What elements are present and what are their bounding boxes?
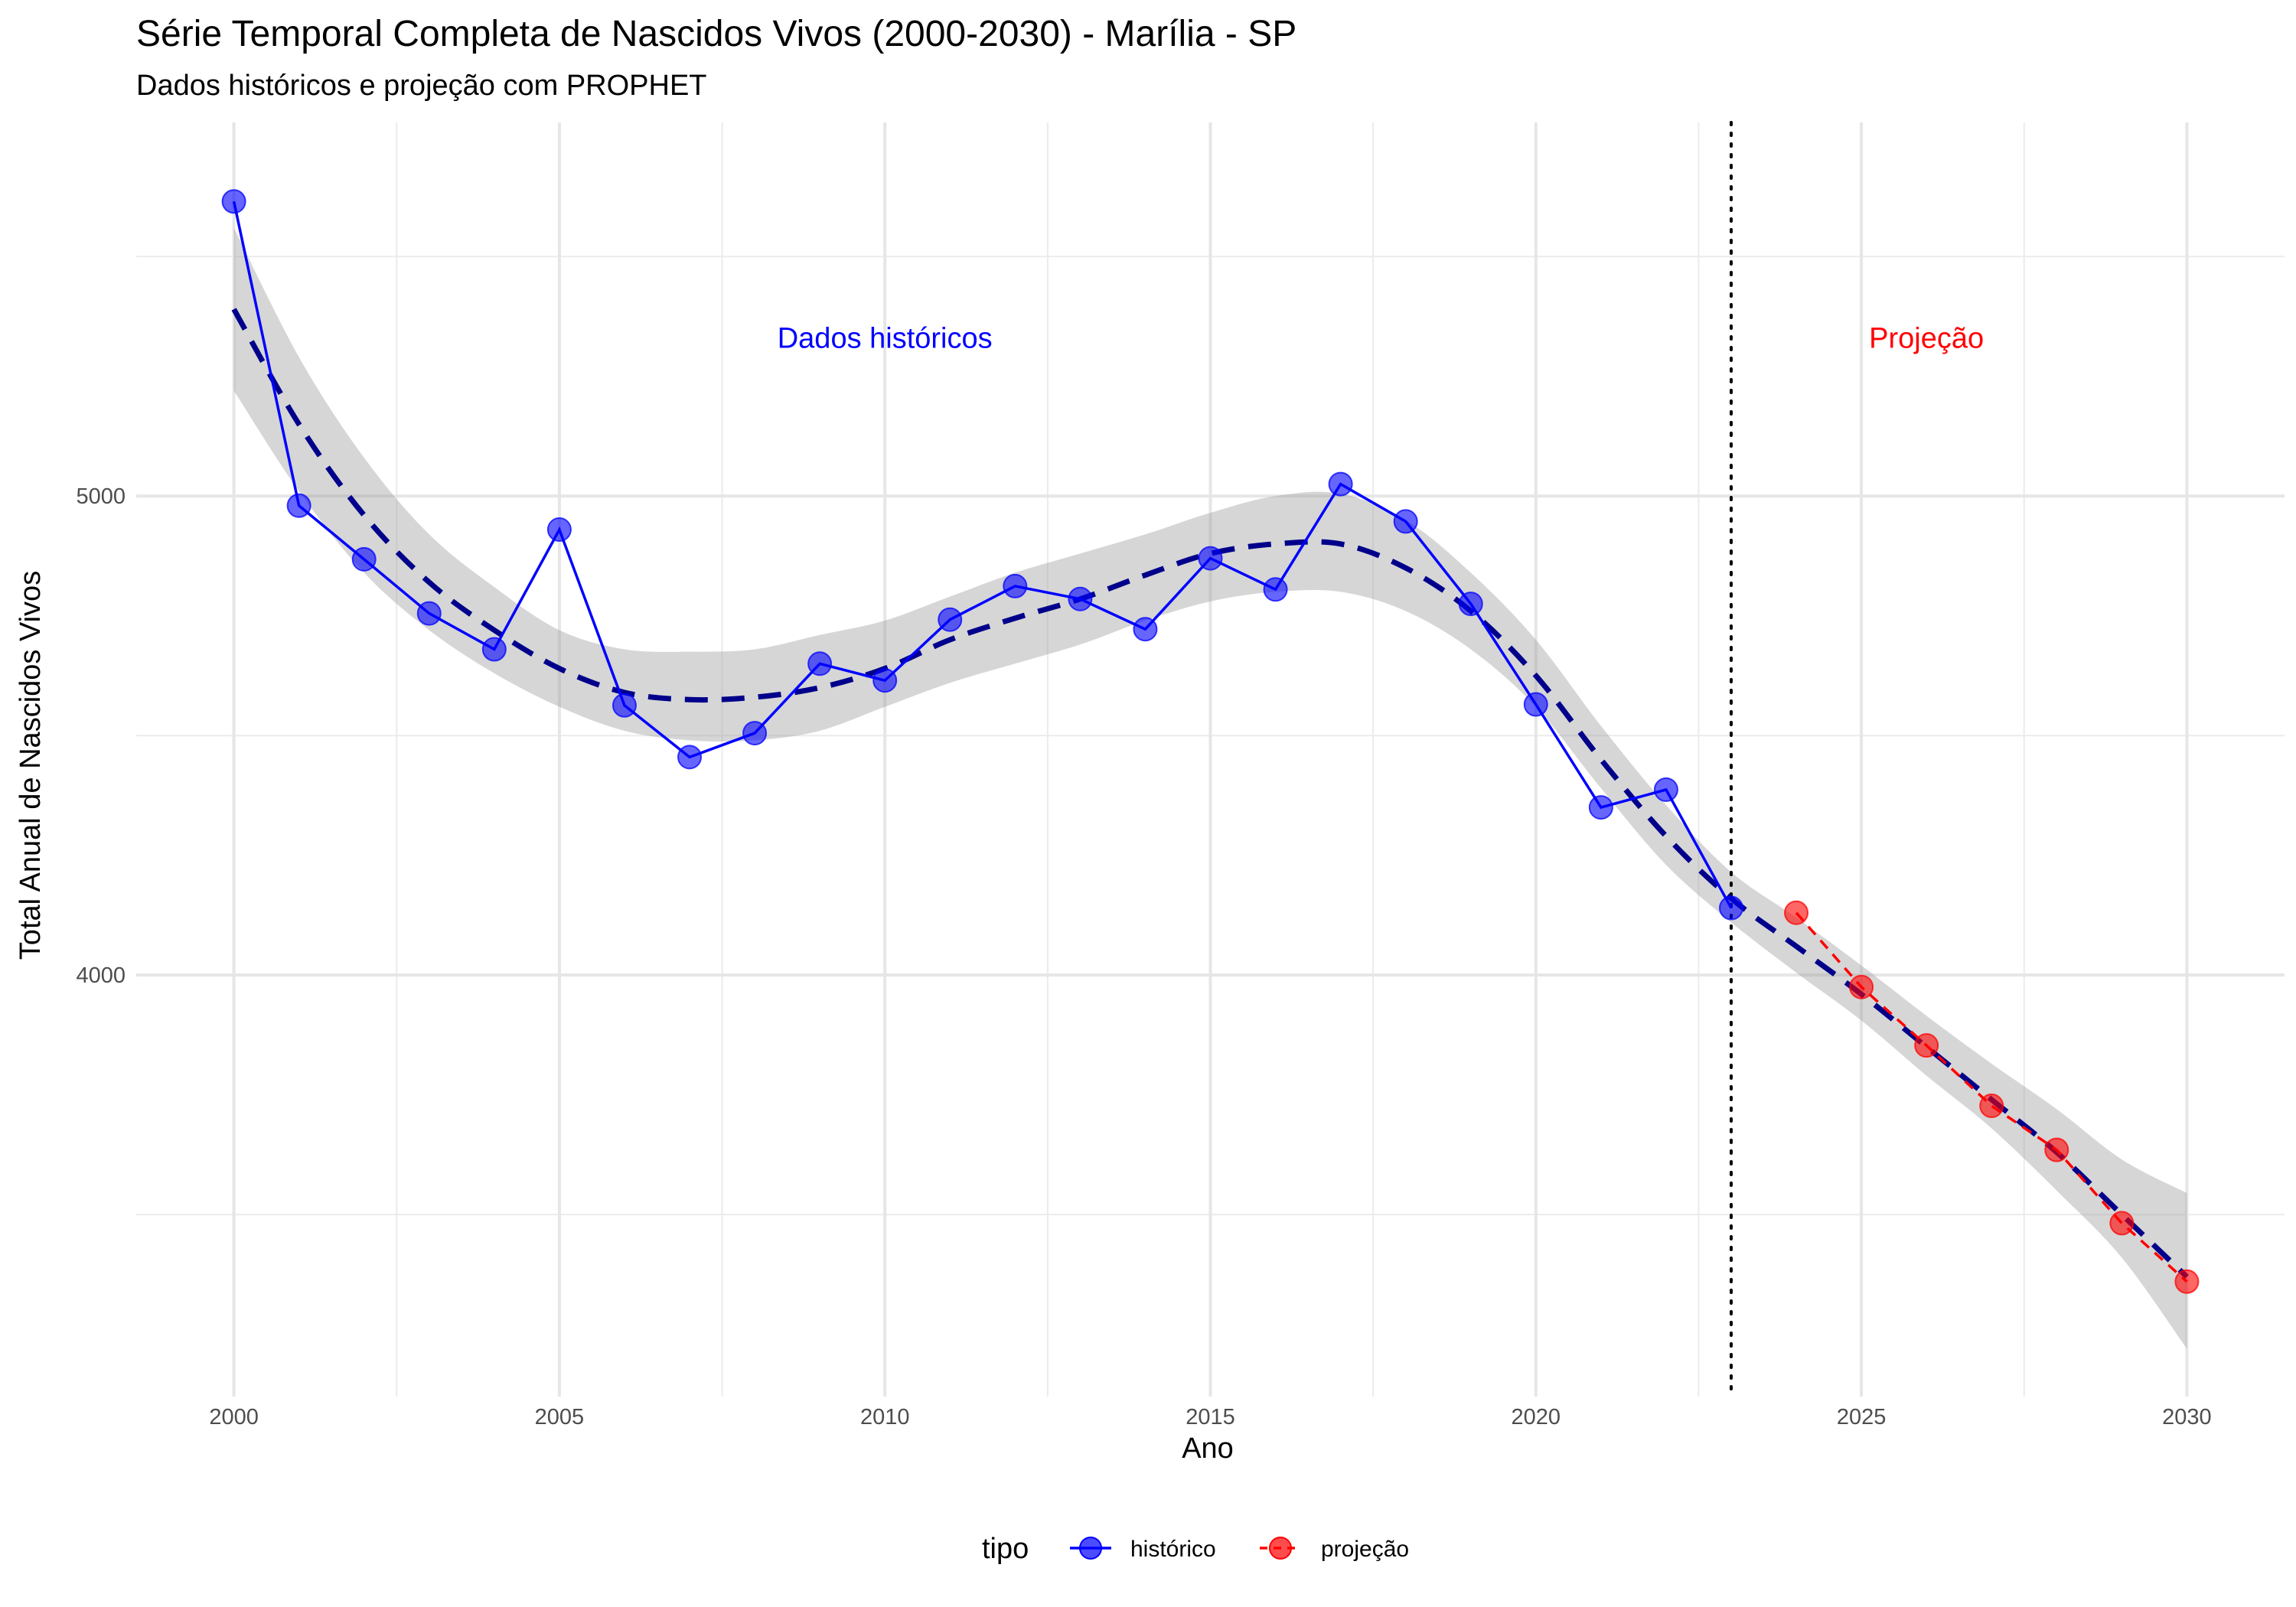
- annotation-label: Dados históricos: [778, 323, 993, 355]
- data-point: [612, 693, 637, 718]
- legend-label: histórico: [1130, 1537, 1216, 1562]
- data-point: [2174, 1269, 2200, 1294]
- legend-label: projeção: [1321, 1537, 1409, 1562]
- data-point: [1003, 573, 1028, 598]
- x-tick-label: 2015: [1186, 1405, 1235, 1429]
- data-point: [1523, 692, 1548, 717]
- data-point: [1198, 546, 1223, 571]
- x-tick-label: 2025: [1837, 1405, 1887, 1429]
- data-point: [1849, 974, 1874, 999]
- data-point: [1588, 795, 1613, 820]
- legend-key-marker: [1269, 1537, 1292, 1560]
- data-point: [1718, 895, 1743, 921]
- x-tick-label: 2000: [209, 1405, 259, 1429]
- data-point: [2109, 1211, 2135, 1236]
- chart-subtitle: Dados históricos e projeção com PROPHET: [136, 70, 707, 102]
- legend-key-marker: [1079, 1537, 1102, 1560]
- data-point: [351, 546, 377, 572]
- data-point: [286, 493, 311, 518]
- x-axis-title: Ano: [1182, 1433, 1234, 1465]
- legend-item: histórico: [1070, 1537, 1216, 1562]
- data-point: [1393, 509, 1418, 534]
- data-point: [221, 189, 246, 214]
- axis-ticks: 2000 2005 2010 2015 2020 2025 2030 4000 5000: [76, 484, 2211, 1429]
- y-tick-label: 5000: [76, 484, 126, 509]
- x-tick-label: 2030: [2162, 1405, 2212, 1429]
- data-point: [1914, 1033, 1939, 1058]
- data-point: [416, 601, 442, 626]
- data-point: [1784, 900, 1809, 925]
- y-axis-title: Total Anual de Nascidos Vivos: [15, 571, 47, 960]
- grid: [136, 122, 2285, 1397]
- data-point: [938, 607, 963, 632]
- annotations: Dados históricos Projeção: [778, 323, 1984, 355]
- data-point: [1458, 592, 1483, 617]
- legend: tipo histórico projeção: [982, 1533, 1409, 1565]
- data-point: [1328, 471, 1353, 497]
- data-point: [546, 517, 572, 543]
- legend-item: projeção: [1260, 1537, 1409, 1562]
- legend-title: tipo: [982, 1533, 1029, 1565]
- data-point: [807, 651, 833, 676]
- data-point: [1263, 577, 1288, 602]
- series-line: [232, 200, 1733, 909]
- data-point: [1979, 1094, 2004, 1119]
- annotation-label: Projeção: [1869, 323, 1984, 355]
- x-tick-label: 2005: [535, 1405, 585, 1429]
- data-point: [1653, 777, 1678, 802]
- data-point: [742, 721, 768, 746]
- x-tick-label: 2020: [1512, 1405, 1561, 1429]
- data-point: [677, 745, 703, 770]
- chart-title: Série Temporal Completa de Nascidos Vivo…: [136, 14, 1296, 54]
- data-point: [1068, 586, 1093, 611]
- data-point: [2044, 1137, 2069, 1162]
- data-point: [481, 637, 507, 662]
- data-point: [1133, 617, 1158, 642]
- y-tick-label: 4000: [76, 963, 126, 988]
- x-tick-label: 2010: [860, 1405, 910, 1429]
- series: [221, 189, 2200, 1294]
- data-point: [872, 668, 898, 693]
